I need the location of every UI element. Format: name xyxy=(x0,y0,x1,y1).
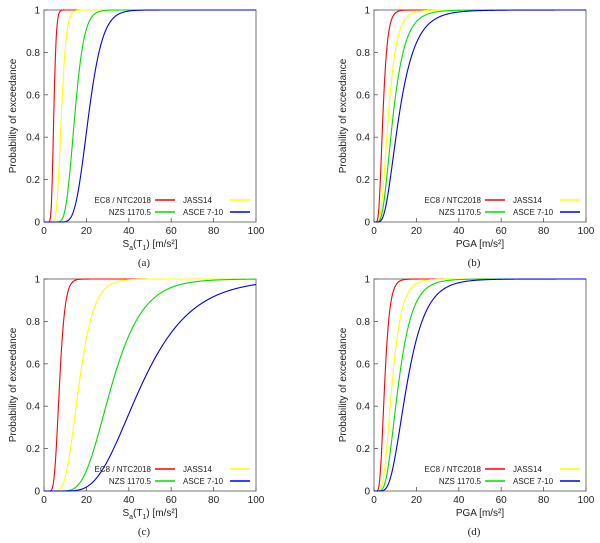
panel-caption: (b) xyxy=(468,257,481,269)
y-tick-label: 0.6 xyxy=(26,90,40,101)
chart-panel-c: 0 20 40 60 80 100 0 0.2 0.4 0.6 0.8 1 Probability of… xyxy=(8,275,265,539)
x-axis-label: PGA [m/s²] xyxy=(456,508,505,519)
legend-label: NZS 1170.5 xyxy=(109,208,152,217)
series-line-2 xyxy=(374,278,586,492)
series-line-1 xyxy=(374,278,586,492)
legend-label: ASCE 7-10 xyxy=(513,208,554,217)
x-tick-label: 20 xyxy=(81,226,93,237)
y-tick-label: 0 xyxy=(34,218,40,229)
y-tick-label: 0.8 xyxy=(26,48,40,59)
x-tick-label: 100 xyxy=(578,226,595,237)
y-tick-label: 1 xyxy=(364,6,370,17)
y-tick-label: 0.6 xyxy=(356,90,370,101)
x-tick-label: 80 xyxy=(538,226,550,237)
legend-label: EC8 / NTC2018 xyxy=(95,465,152,474)
y-tick-label: 0.4 xyxy=(356,402,370,413)
series-line-4 xyxy=(374,278,586,492)
x-tick-label: 100 xyxy=(248,495,265,506)
y-tick-label: 0.8 xyxy=(26,317,40,328)
x-tick-label: 60 xyxy=(166,495,178,506)
y-axis-label: Probability of exceedance xyxy=(8,58,19,173)
series-line-4 xyxy=(44,283,257,492)
y-tick-label: 1 xyxy=(364,275,370,286)
series-line-1 xyxy=(44,278,256,492)
x-tick-label: 60 xyxy=(496,495,508,506)
y-tick-label: 0.2 xyxy=(26,444,40,455)
series-line-3 xyxy=(44,9,256,223)
x-tick-label: 40 xyxy=(453,495,465,506)
x-tick-label: 80 xyxy=(538,495,550,506)
legend-label: NZS 1170.5 xyxy=(109,477,152,486)
x-tick-label: 100 xyxy=(248,226,265,237)
legend-label: ASCE 7-10 xyxy=(183,208,224,217)
x-tick-label: 100 xyxy=(578,495,595,506)
y-tick-label: 0.4 xyxy=(26,402,40,413)
x-axis-label: PGA [m/s²] xyxy=(456,239,505,250)
y-axis-label: Probability of exceedance xyxy=(338,327,349,442)
plot-frame xyxy=(373,278,587,492)
y-tick-label: 0.2 xyxy=(356,175,370,186)
series-line-3 xyxy=(374,278,586,492)
y-tick-label: 0.6 xyxy=(356,359,370,370)
x-tick-label: 0 xyxy=(41,495,47,506)
x-axis-label: Sa(T1) [m/s²] xyxy=(122,239,177,252)
x-tick-label: 60 xyxy=(166,226,178,237)
y-tick-label: 0.8 xyxy=(356,48,370,59)
legend-label: ASCE 7-10 xyxy=(183,477,224,486)
x-tick-label: 0 xyxy=(371,226,377,237)
series-line-2 xyxy=(44,278,256,492)
y-tick-label: 0 xyxy=(364,218,370,229)
panel-caption: (c) xyxy=(138,526,151,538)
y-tick-label: 1 xyxy=(34,6,40,17)
chart-panel-a: 0 20 40 60 80 100 0 0.2 0.4 0.6 0.8 1 Probability of… xyxy=(8,6,265,270)
x-tick-label: 0 xyxy=(371,495,377,506)
y-tick-label: 0 xyxy=(364,487,370,498)
chart-panel-b: 0 20 40 60 80 100 0 0.2 0.4 0.6 0.8 1 Probability of… xyxy=(338,6,595,270)
series-line-2 xyxy=(44,9,256,223)
y-tick-label: 0.2 xyxy=(26,175,40,186)
x-tick-label: 80 xyxy=(208,495,220,506)
y-tick-label: 0.4 xyxy=(26,133,40,144)
x-tick-label: 40 xyxy=(123,495,135,506)
legend-label: JASS14 xyxy=(513,465,542,474)
series-line-3 xyxy=(374,9,586,223)
chart-panel-d: 0 20 40 60 80 100 0 0.2 0.4 0.6 0.8 1 Probability of… xyxy=(338,275,595,539)
series-line-3 xyxy=(44,278,257,492)
series-line-1 xyxy=(44,9,256,223)
x-tick-label: 0 xyxy=(41,226,47,237)
y-tick-label: 0.8 xyxy=(356,317,370,328)
plot-frame xyxy=(43,278,257,492)
panel-caption: (d) xyxy=(468,526,481,538)
y-tick-label: 0.4 xyxy=(356,133,370,144)
legend-label: JASS14 xyxy=(183,196,212,205)
y-axis-label: Probability of exceedance xyxy=(8,327,19,442)
y-tick-label: 0.2 xyxy=(356,444,370,455)
x-tick-label: 40 xyxy=(453,226,465,237)
x-axis-label: Sa(T1) [m/s²] xyxy=(122,508,177,521)
legend-label: JASS14 xyxy=(183,465,212,474)
x-tick-label: 60 xyxy=(496,226,508,237)
series-line-4 xyxy=(374,9,586,223)
x-tick-label: 20 xyxy=(81,495,93,506)
legend-label: ASCE 7-10 xyxy=(513,477,554,486)
x-tick-label: 40 xyxy=(123,226,135,237)
plot-frame xyxy=(43,9,257,223)
legend-label: EC8 / NTC2018 xyxy=(425,196,482,205)
panel-caption: (a) xyxy=(138,257,151,269)
legend-label: EC8 / NTC2018 xyxy=(95,196,152,205)
legend-label: EC8 / NTC2018 xyxy=(425,465,482,474)
legend-label: NZS 1170.5 xyxy=(439,208,482,217)
series-line-4 xyxy=(44,9,256,223)
y-axis-label: Probability of exceedance xyxy=(338,58,349,173)
legend-label: NZS 1170.5 xyxy=(439,477,482,486)
y-tick-label: 0 xyxy=(34,487,40,498)
x-tick-label: 20 xyxy=(411,495,423,506)
x-tick-label: 80 xyxy=(208,226,220,237)
x-tick-label: 20 xyxy=(411,226,423,237)
y-tick-label: 0.6 xyxy=(26,359,40,370)
y-tick-label: 1 xyxy=(34,275,40,286)
legend-label: JASS14 xyxy=(513,196,542,205)
